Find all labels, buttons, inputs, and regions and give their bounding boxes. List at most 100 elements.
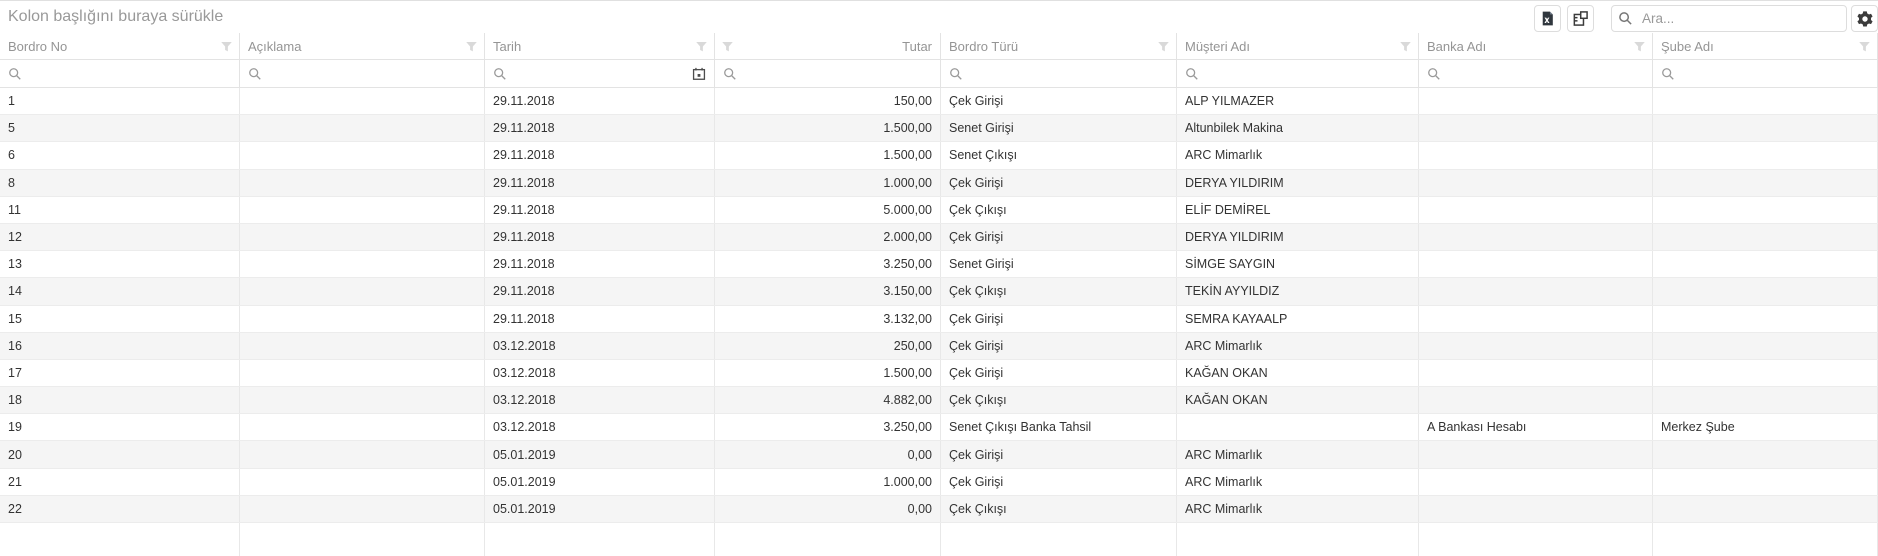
cell-musteri-adi[interactable]: ELİF DEMİREL [1177,196,1419,223]
cell-bordro-no[interactable]: 22 [0,495,240,522]
cell-musteri-adi[interactable]: SİMGE SAYGIN [1177,251,1419,278]
cell-bordro-no[interactable]: 18 [0,387,240,414]
cell-banka-adi[interactable] [1419,441,1653,468]
cell-tutar[interactable]: 4.882,00 [715,387,941,414]
cell-sube-adi[interactable] [1653,278,1878,305]
cell-musteri-adi[interactable]: TEKİN AYYILDIZ [1177,278,1419,305]
cell-sube-adi[interactable] [1653,142,1878,169]
cell-sube-adi[interactable] [1653,495,1878,522]
cell-sube-adi[interactable] [1653,468,1878,495]
filter-input[interactable] [513,65,708,82]
cell-aciklama[interactable] [240,305,485,332]
cell-tutar[interactable]: 150,00 [715,88,941,115]
filter-cell-tarih[interactable] [485,60,715,87]
cell-banka-adi[interactable] [1419,495,1653,522]
cell-bordro-turu[interactable]: Çek Çıkışı [941,495,1177,522]
cell-bordro-no[interactable]: 5 [0,115,240,142]
cell-banka-adi[interactable] [1419,115,1653,142]
cell-banka-adi[interactable]: A Bankası Hesabı [1419,414,1653,441]
filter-cell-aciklama[interactable] [240,60,485,87]
cell-tutar[interactable]: 0,00 [715,441,941,468]
table-row[interactable]: 12 29.11.2018 2.000,00 Çek Girişi DERYA … [0,223,1878,252]
cell-sube-adi[interactable] [1653,115,1878,142]
filter-cell-banka-adi[interactable] [1419,60,1653,87]
column-chooser-button[interactable] [1567,5,1594,32]
table-row[interactable]: 19 03.12.2018 3.250,00 Senet Çıkışı Bank… [0,414,1878,442]
cell-aciklama[interactable] [240,142,485,169]
cell-sube-adi[interactable] [1653,359,1878,387]
cell-musteri-adi[interactable]: ALP YILMAZER [1177,88,1419,115]
cell-musteri-adi[interactable]: ARC Mimarlık [1177,495,1419,522]
table-row[interactable]: 1 29.11.2018 150,00 Çek Girişi ALP YILMA… [0,88,1878,116]
header-filter-icon[interactable] [1858,40,1871,53]
cell-musteri-adi[interactable]: ARC Mimarlık [1177,332,1419,359]
cell-tutar[interactable]: 5.000,00 [715,196,941,223]
group-by-panel[interactable]: Kolon başlığını buraya sürükle [8,1,223,33]
cell-tutar[interactable]: 3.250,00 [715,414,941,441]
cell-tarih[interactable]: 29.11.2018 [485,88,715,115]
cell-aciklama[interactable] [240,387,485,414]
cell-bordro-turu[interactable]: Senet Çıkışı [941,142,1177,169]
cell-bordro-turu[interactable]: Çek Girişi [941,305,1177,332]
cell-banka-adi[interactable] [1419,305,1653,332]
table-row[interactable]: 6 29.11.2018 1.500,00 Senet Çıkışı ARC M… [0,142,1878,170]
cell-tarih[interactable]: 05.01.2019 [485,468,715,495]
cell-aciklama[interactable] [240,251,485,278]
cell-bordro-no[interactable]: 6 [0,142,240,169]
calendar-icon[interactable] [692,67,706,81]
cell-bordro-turu[interactable]: Çek Girişi [941,332,1177,359]
cell-bordro-no[interactable]: 16 [0,332,240,359]
cell-tarih[interactable]: 03.12.2018 [485,387,715,414]
header-filter-icon[interactable] [220,40,233,53]
cell-musteri-adi[interactable]: Altunbilek Makina [1177,115,1419,142]
cell-banka-adi[interactable] [1419,142,1653,169]
column-header-bordro-no[interactable]: Bordro No [0,33,240,59]
table-row[interactable]: 22 05.01.2019 0,00 Çek Çıkışı ARC Mimarl… [0,495,1878,523]
header-filter-icon[interactable] [1633,40,1646,53]
cell-sube-adi[interactable] [1653,387,1878,414]
cell-bordro-no[interactable]: 1 [0,88,240,115]
cell-tarih[interactable]: 05.01.2019 [485,441,715,468]
cell-sube-adi[interactable] [1653,441,1878,468]
cell-banka-adi[interactable] [1419,332,1653,359]
cell-tutar[interactable]: 1.000,00 [715,169,941,196]
filter-input[interactable] [28,65,233,82]
cell-aciklama[interactable] [240,115,485,142]
cell-bordro-no[interactable]: 8 [0,169,240,196]
cell-bordro-no[interactable]: 17 [0,359,240,387]
cell-aciklama[interactable] [240,223,485,251]
cell-musteri-adi[interactable]: ARC Mimarlık [1177,468,1419,495]
cell-banka-adi[interactable] [1419,468,1653,495]
cell-aciklama[interactable] [240,495,485,522]
cell-bordro-turu[interactable]: Çek Girişi [941,223,1177,251]
cell-musteri-adi[interactable]: DERYA YILDIRIM [1177,223,1419,251]
filter-input[interactable] [1205,65,1412,82]
cell-tarih[interactable]: 03.12.2018 [485,332,715,359]
cell-bordro-turu[interactable]: Çek Girişi [941,359,1177,387]
cell-aciklama[interactable] [240,414,485,441]
cell-bordro-turu[interactable]: Senet Girişi [941,115,1177,142]
cell-aciklama[interactable] [240,169,485,196]
cell-banka-adi[interactable] [1419,387,1653,414]
header-filter-icon[interactable] [695,40,708,53]
cell-tarih[interactable]: 29.11.2018 [485,278,715,305]
cell-sube-adi[interactable]: Merkez Şube [1653,414,1878,441]
cell-bordro-no[interactable]: 19 [0,414,240,441]
column-header-sube-adi[interactable]: Şube Adı [1653,33,1878,59]
cell-bordro-turu[interactable]: Senet Girişi [941,251,1177,278]
column-header-musteri-adi[interactable]: Müşteri Adı [1177,33,1419,59]
filter-cell-bordro-no[interactable] [0,60,240,87]
cell-tarih[interactable]: 29.11.2018 [485,142,715,169]
cell-tarih[interactable]: 03.12.2018 [485,414,715,441]
cell-aciklama[interactable] [240,278,485,305]
cell-sube-adi[interactable] [1653,251,1878,278]
cell-bordro-turu[interactable]: Çek Çıkışı [941,387,1177,414]
cell-bordro-turu[interactable]: Senet Çıkışı Banka Tahsil [941,414,1177,441]
cell-bordro-no[interactable]: 20 [0,441,240,468]
cell-sube-adi[interactable] [1653,332,1878,359]
cell-bordro-no[interactable]: 15 [0,305,240,332]
cell-musteri-adi[interactable]: SEMRA KAYAALP [1177,305,1419,332]
cell-sube-adi[interactable] [1653,223,1878,251]
cell-aciklama[interactable] [240,88,485,115]
table-row[interactable]: 8 29.11.2018 1.000,00 Çek Girişi DERYA Y… [0,169,1878,197]
